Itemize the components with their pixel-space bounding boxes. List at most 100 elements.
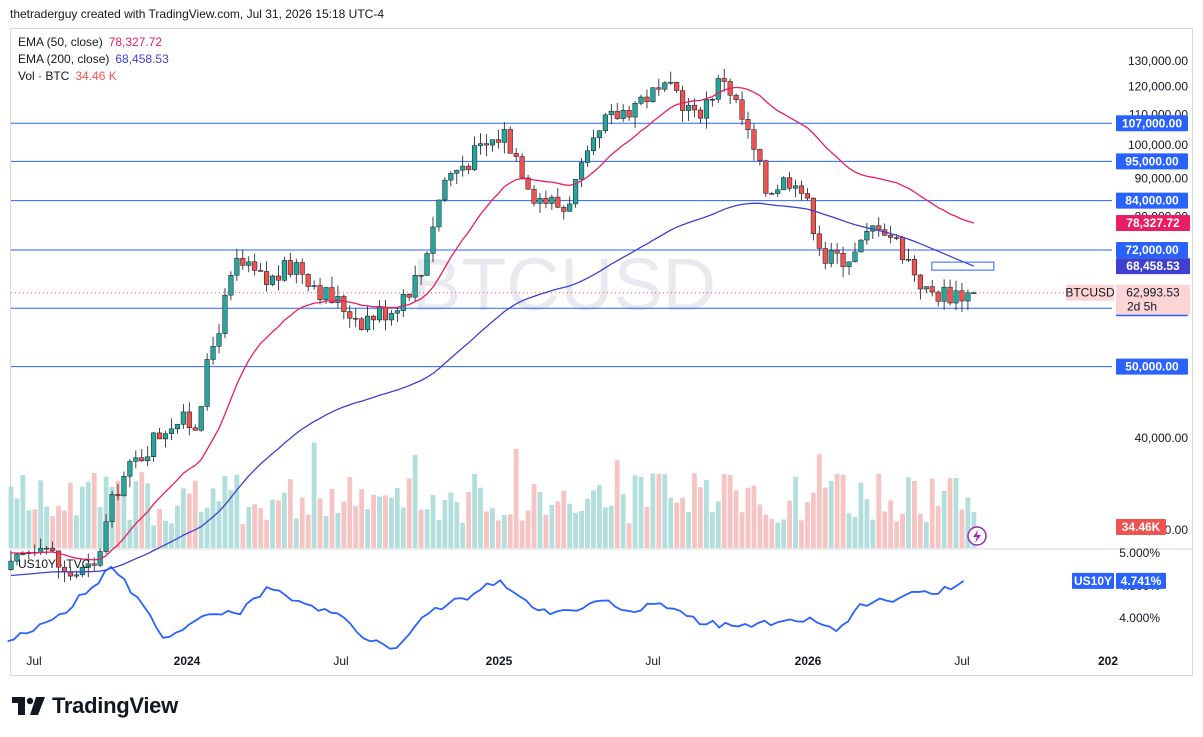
candle-body[interactable] (953, 290, 959, 304)
candle-body[interactable] (371, 315, 377, 321)
legend-volume[interactable]: Vol · BTC 34.46 K (18, 69, 117, 83)
candle-body[interactable] (264, 271, 270, 285)
candle-body[interactable] (406, 293, 412, 298)
candle-body[interactable] (894, 237, 900, 239)
candle-body[interactable] (359, 318, 365, 330)
candle-body[interactable] (477, 143, 484, 146)
candle-body[interactable] (222, 294, 228, 334)
candle-body[interactable] (834, 249, 840, 254)
candle-body[interactable] (614, 110, 620, 119)
candle-body[interactable] (531, 188, 537, 204)
candle-body[interactable] (555, 196, 561, 208)
candle-body[interactable] (430, 226, 436, 254)
candle-body[interactable] (858, 239, 864, 253)
candle-body[interactable] (85, 563, 91, 568)
candle-body[interactable] (168, 428, 175, 434)
candle-body[interactable] (971, 292, 977, 294)
candle-body[interactable] (436, 199, 442, 228)
candle-body[interactable] (733, 94, 739, 100)
candle-body[interactable] (668, 82, 674, 84)
candle-body[interactable] (234, 258, 240, 276)
candle-body[interactable] (424, 253, 430, 276)
candle-body[interactable] (911, 258, 917, 276)
candle-body[interactable] (697, 109, 703, 119)
candle-body[interactable] (418, 274, 424, 277)
candle-body[interactable] (323, 287, 329, 301)
candle-body[interactable] (579, 162, 585, 180)
candle-body[interactable] (739, 99, 745, 120)
drawing-rectangle[interactable] (931, 261, 995, 271)
candle-body[interactable] (620, 109, 626, 119)
candle-body[interactable] (947, 286, 953, 304)
legend-ema200[interactable]: EMA (200, close) 68,458.53 (18, 52, 169, 66)
candle-body[interactable] (626, 109, 632, 118)
tradingview-logo[interactable]: TradingView (12, 693, 178, 719)
candle-body[interactable] (899, 237, 906, 261)
candle-body[interactable] (44, 547, 50, 550)
candle-body[interactable] (703, 99, 709, 119)
candle-body[interactable] (151, 432, 157, 458)
candle-body[interactable] (846, 261, 852, 267)
candle-body[interactable] (483, 143, 490, 146)
candle-body[interactable] (686, 104, 692, 111)
candle-body[interactable] (596, 130, 602, 139)
candle-body[interactable] (852, 251, 858, 263)
candle-body[interactable] (680, 90, 686, 111)
candle-body[interactable] (602, 114, 608, 131)
candle-body[interactable] (109, 494, 115, 522)
candle-body[interactable] (382, 307, 388, 321)
candle-body[interactable] (745, 119, 751, 130)
candle-body[interactable] (769, 193, 775, 195)
candle-body[interactable] (299, 262, 305, 275)
candle-body[interactable] (20, 553, 26, 555)
candle-body[interactable] (810, 197, 816, 235)
candle-body[interactable] (763, 160, 769, 194)
candle-body[interactable] (519, 156, 525, 179)
candle-body[interactable] (715, 78, 721, 100)
candle-body[interactable] (293, 262, 299, 275)
candle-body[interactable] (472, 145, 478, 171)
candle-body[interactable] (329, 287, 335, 303)
candle-body[interactable] (133, 457, 139, 462)
candle-body[interactable] (305, 274, 311, 287)
candle-body[interactable] (442, 179, 448, 201)
candle-body[interactable] (174, 424, 180, 430)
candle-body[interactable] (644, 96, 650, 102)
candle-body[interactable] (929, 286, 935, 293)
us10y-line[interactable] (7, 565, 965, 650)
candle-body[interactable] (246, 261, 252, 266)
candle-body[interactable] (460, 165, 466, 171)
candle-body[interactable] (79, 567, 85, 576)
candle-body[interactable] (287, 260, 293, 275)
candle-body[interactable] (941, 286, 947, 302)
candle-body[interactable] (543, 197, 549, 204)
candle-body[interactable] (216, 333, 222, 347)
candle-body[interactable] (269, 275, 276, 285)
candle-body[interactable] (275, 275, 282, 281)
candle-body[interactable] (466, 165, 472, 171)
legend-us10y[interactable]: US10Y · TVC (18, 557, 90, 571)
candle-body[interactable] (798, 185, 805, 194)
candle-body[interactable] (127, 461, 133, 477)
candle-body[interactable] (495, 139, 501, 143)
candle-body[interactable] (757, 149, 763, 161)
candle-body[interactable] (888, 235, 894, 238)
candle-body[interactable] (876, 225, 882, 231)
candle-body[interactable] (828, 249, 834, 264)
candle-body[interactable] (965, 292, 971, 302)
candle-body[interactable] (198, 406, 204, 431)
candle-body[interactable] (204, 359, 210, 407)
candle-body[interactable] (775, 189, 781, 194)
candle-body[interactable] (650, 87, 656, 102)
candle-body[interactable] (192, 427, 198, 431)
candle-body[interactable] (162, 433, 169, 440)
candle-body[interactable] (489, 139, 495, 146)
candle-body[interactable] (121, 475, 127, 497)
ema200-line[interactable] (10, 202, 975, 577)
candle-body[interactable] (50, 547, 56, 552)
candle-body[interactable] (905, 258, 912, 261)
candle-body[interactable] (448, 172, 454, 181)
candle-body[interactable] (103, 521, 109, 552)
candle-body[interactable] (721, 78, 727, 82)
